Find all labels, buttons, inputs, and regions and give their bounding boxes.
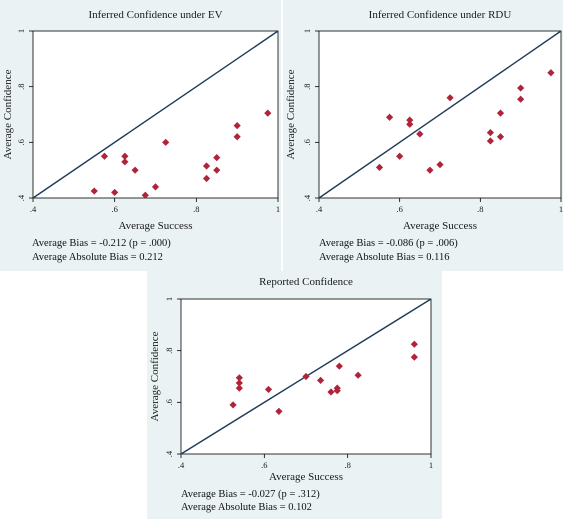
data-point bbox=[333, 387, 341, 395]
data-point bbox=[121, 152, 129, 160]
x-tick-label: .6 bbox=[396, 204, 402, 214]
y-tick-label: .8 bbox=[302, 83, 312, 89]
data-point bbox=[202, 162, 211, 170]
data-point bbox=[90, 187, 98, 195]
x-axis-label: Average Success bbox=[118, 220, 192, 232]
data-point bbox=[316, 376, 325, 384]
y-tick-label: 1 bbox=[302, 29, 312, 33]
average-absolute-bias-ev: Average Absolute Bias = 0.212 bbox=[32, 252, 163, 263]
x-tick-label: .8 bbox=[344, 460, 350, 470]
data-point bbox=[141, 191, 149, 199]
data-point bbox=[213, 154, 221, 162]
x-axis-label: Average Success bbox=[269, 471, 343, 483]
data-point bbox=[100, 152, 109, 160]
x-tick-label: .4 bbox=[178, 460, 185, 470]
data-point bbox=[436, 161, 444, 169]
y-tick-label: .6 bbox=[164, 399, 174, 405]
data-point bbox=[375, 163, 384, 171]
average-absolute-bias-rdu: Average Absolute Bias = 0.116 bbox=[319, 252, 450, 263]
data-point bbox=[162, 138, 170, 146]
chart-panel-ev: Inferred Confidence under EV .4 .6 .8 1 .4 .6.… bbox=[0, 0, 281, 271]
chart-title: Inferred Confidence under RDU bbox=[369, 9, 512, 21]
x-tick-label: .8 bbox=[193, 204, 199, 214]
data-point bbox=[264, 385, 273, 394]
data-point bbox=[151, 183, 160, 191]
x-tick-label: .6 bbox=[111, 204, 117, 214]
average-bias-ev: Average Bias = -0.212 (p = .000) bbox=[32, 238, 171, 249]
chart-title: Reported Confidence bbox=[259, 276, 353, 288]
reference-line bbox=[318, 30, 562, 199]
data-point bbox=[275, 407, 283, 415]
data-point bbox=[406, 116, 414, 124]
data-point bbox=[233, 122, 241, 130]
x-tick-label: 1 bbox=[276, 204, 280, 214]
x-axis-label: Average Success bbox=[403, 220, 477, 232]
scatter-plot-rdu: Inferred Confidence under RDU .4 .6 .8 1 .4 .6… bbox=[285, 9, 563, 232]
y-tick-label: .6 bbox=[16, 139, 26, 145]
chart-panel-reported: Reported Confidence .4 .6 .8 1 .4 .6 .8 1 Average… bbox=[147, 271, 442, 519]
y-axis-label: Average Confidence bbox=[2, 69, 14, 159]
reference-line bbox=[32, 30, 279, 199]
data-point bbox=[235, 384, 243, 392]
data-point bbox=[302, 372, 310, 381]
data-point bbox=[131, 166, 139, 174]
data-point bbox=[233, 133, 241, 141]
y-tick-label: .8 bbox=[16, 83, 26, 89]
x-tick-label: .6 bbox=[261, 460, 267, 470]
y-tick-label: .8 bbox=[164, 347, 174, 353]
y-tick-label: 1 bbox=[16, 29, 26, 33]
chart-panel-rdu: Inferred Confidence under RDU .4 .6 .8 1 .4 .6… bbox=[283, 0, 563, 271]
data-point bbox=[202, 174, 211, 183]
y-axis-label: Average Confidence bbox=[149, 331, 161, 421]
data-point bbox=[213, 166, 221, 174]
y-tick-label: .6 bbox=[302, 139, 312, 145]
data-point bbox=[121, 158, 129, 166]
data-point bbox=[496, 133, 505, 141]
x-tick-label: .4 bbox=[30, 204, 37, 214]
chart-title: Inferred Confidence under EV bbox=[88, 9, 222, 21]
average-bias-rdu: Average Bias = -0.086 (p = .006) bbox=[319, 238, 458, 249]
y-tick-label: .4 bbox=[302, 194, 312, 201]
x-tick-label: 1 bbox=[559, 204, 563, 214]
x-tick-label: 1 bbox=[429, 460, 433, 470]
x-tick-label: .4 bbox=[316, 204, 323, 214]
data-point bbox=[547, 69, 555, 77]
data-point bbox=[111, 188, 119, 197]
y-axis-label: Average Confidence bbox=[285, 69, 297, 159]
scatter-plot-reported: Reported Confidence .4 .6 .8 1 .4 .6 .8 1 Average… bbox=[149, 276, 433, 483]
scatter-plot-ev: Inferred Confidence under EV .4 .6 .8 1 .4 .6.… bbox=[2, 9, 280, 232]
data-point bbox=[406, 120, 414, 128]
average-absolute-bias-reported: Average Absolute Bias = 0.102 bbox=[181, 502, 312, 513]
data-point bbox=[410, 353, 418, 361]
x-tick-label: .8 bbox=[477, 204, 483, 214]
y-tick-label: .4 bbox=[16, 194, 26, 201]
data-point bbox=[496, 109, 505, 117]
data-point bbox=[327, 388, 335, 396]
y-tick-label: 1 bbox=[164, 297, 174, 301]
average-bias-reported: Average Bias = -0.027 (p = .312) bbox=[181, 489, 320, 500]
y-tick-label: .4 bbox=[164, 450, 174, 457]
data-point bbox=[264, 109, 272, 117]
